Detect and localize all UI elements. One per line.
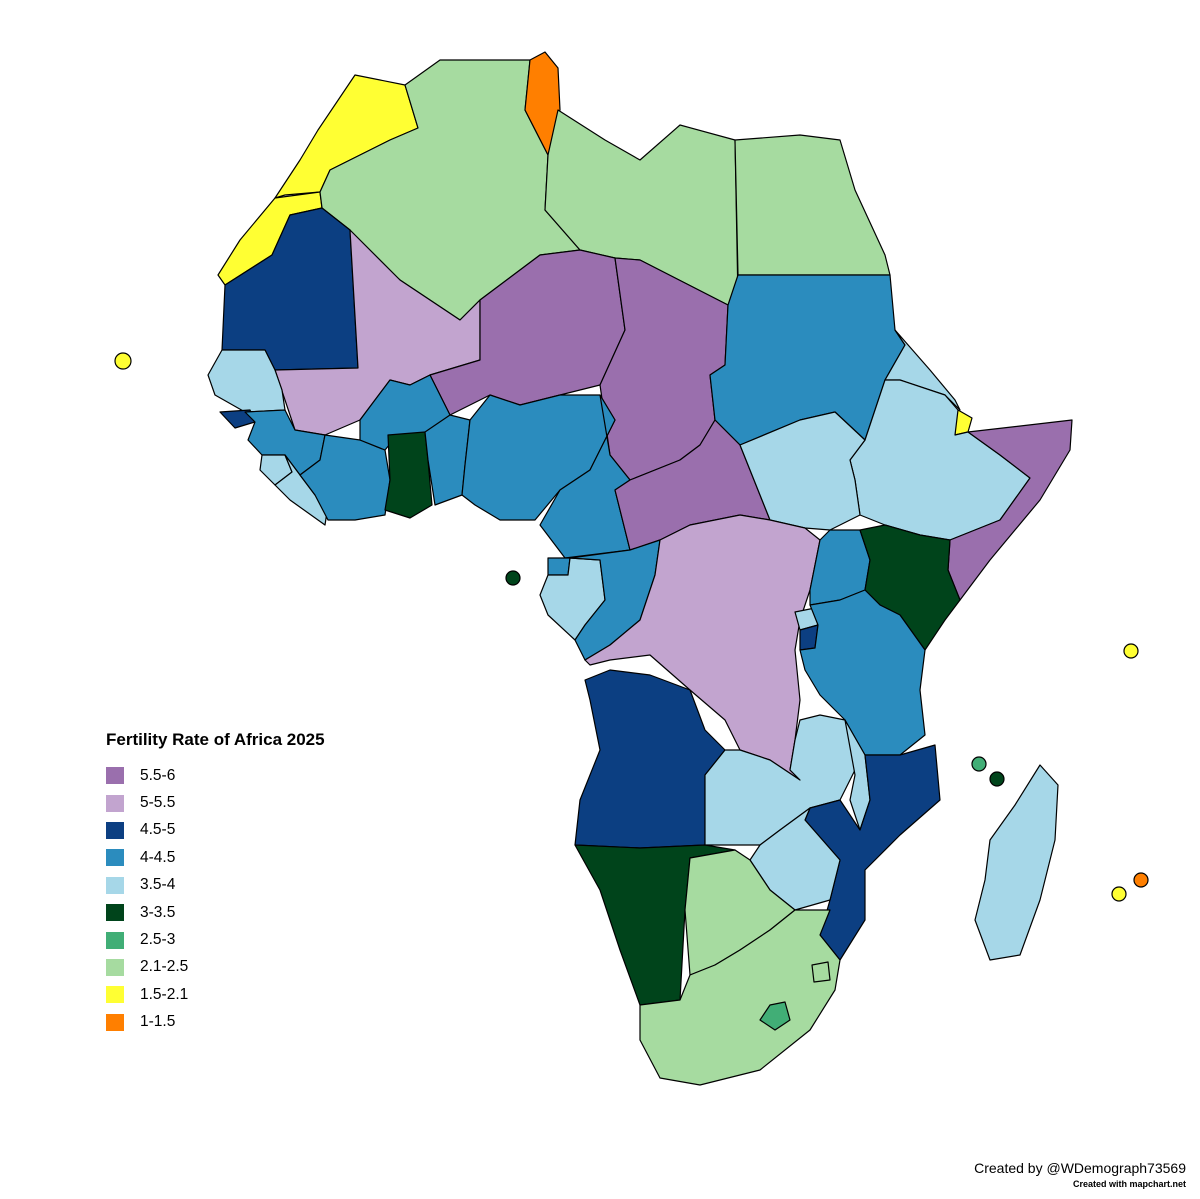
legend-item: 2.1-2.5: [106, 954, 325, 981]
region-cape-verde: [114, 352, 132, 370]
legend-item: 3.5-4: [106, 872, 325, 899]
legend-swatch: [106, 931, 124, 949]
legend-swatch: [106, 794, 124, 812]
legend-label: 5-5.5: [140, 794, 176, 812]
legend-title: Fertility Rate of Africa 2025: [106, 730, 325, 749]
legend-label: 4.5-5: [140, 821, 176, 839]
legend-label: 2.5-3: [140, 931, 176, 949]
region-comoros-1: [971, 756, 987, 772]
region-madagascar: [974, 764, 1059, 961]
legend-label: 3.5-4: [140, 876, 176, 894]
legend-label: 2.1-2.5: [140, 958, 189, 976]
credit: Created by @WDemograph73569 Created with…: [974, 1160, 1186, 1189]
legend-label: 4-4.5: [140, 848, 176, 866]
legend-item: 4-4.5: [106, 844, 325, 871]
region-comoros-2: [989, 771, 1005, 787]
region-equatorial-guinea: [547, 557, 571, 576]
legend-swatch: [106, 849, 124, 867]
credit-tool: Created with mapchart.net: [1072, 1179, 1186, 1189]
legend-swatch: [106, 1013, 124, 1031]
legend-swatch: [106, 958, 124, 976]
legend-label: 1-1.5: [140, 1013, 176, 1031]
region-reunion: [1111, 886, 1127, 902]
credit-author: Created by @WDemograph73569: [974, 1160, 1186, 1176]
legend-item: 5.5-6: [106, 762, 325, 789]
region-south-africa: [639, 909, 841, 1086]
region-seychelles: [1123, 643, 1139, 659]
legend-label: 5.5-6: [140, 766, 176, 784]
legend-swatch: [106, 904, 124, 922]
region-eswatini: [811, 961, 831, 983]
legend-label: 1.5-2.1: [140, 985, 189, 1003]
region-mauritania: [221, 207, 359, 371]
region-egypt: [734, 134, 891, 276]
legend-swatch: [106, 821, 124, 839]
legend-swatch: [106, 986, 124, 1004]
region-lesotho: [759, 1001, 791, 1031]
legend-label: 3-3.5: [140, 903, 176, 921]
legend-item: 4.5-5: [106, 817, 325, 844]
legend-items: 5.5-6 5-5.5 4.5-5 4-4.5 3.5-4 3-3.5 2.5-3 2.1-2…: [106, 762, 325, 1036]
legend-item: 1-1.5: [106, 1009, 325, 1036]
region-mauritius: [1133, 872, 1149, 888]
region-sao-tome: [505, 570, 521, 586]
map-legend: Fertility Rate of Africa 2025 5.5-6 5-5.5…: [106, 730, 325, 1036]
legend-item: 5-5.5: [106, 789, 325, 816]
region-ivory-coast: [299, 434, 391, 521]
region-ghana: [384, 431, 433, 519]
region-tunisia: [524, 51, 561, 156]
legend-item: 2.5-3: [106, 926, 325, 953]
legend-swatch: [106, 876, 124, 894]
legend-swatch: [106, 767, 124, 785]
legend-item: 1.5-2.1: [106, 981, 325, 1008]
legend-item: 3-3.5: [106, 899, 325, 926]
